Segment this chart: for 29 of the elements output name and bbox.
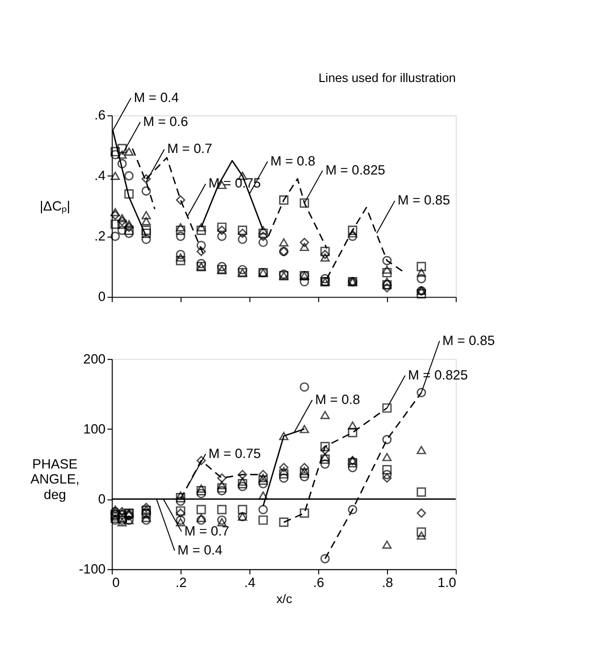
x-tick-label: .6 [313,574,324,590]
y-tick-label: 0 [98,289,106,304]
y-axis-title: PHASE ANGLE, deg [30,456,80,502]
y-tick-label: .6 [94,108,106,123]
x-tick-label: .4 [244,574,256,590]
y-tick-label: 0 [98,491,106,506]
y-axis-title: |ΔCₚ| [40,198,70,214]
x-tick-label: 0 [112,574,120,590]
annotation: M = 0.8 [270,153,316,168]
y-tick-label: 200 [83,351,106,366]
annotation: M = 0.7 [184,523,230,538]
annotation: M = 0.4 [134,90,180,105]
x-tick-label: .8 [382,574,394,590]
y-tick-label: .4 [94,168,106,184]
annotation: M = 0.75 [208,446,261,461]
y-tick-label: 100 [83,421,106,436]
y-tick-label: -100 [78,561,106,576]
annotation: M = 0.6 [143,114,188,129]
annotation: M = 0.7 [167,141,212,156]
annotation: M = 0.85 [398,192,450,208]
annotation: M = 0.4 [178,542,224,558]
text: Lines used for illustration [318,70,456,85]
annotation: M = 0.825 [325,162,386,178]
x-tick-label: 1.0 [438,574,456,590]
x-tick-label: .2 [175,574,187,590]
annotation: M = 0.8 [315,392,360,407]
annotation: M = 0.85 [442,332,495,348]
x-axis-title: x/c [276,592,292,606]
y-tick-label: .2 [94,228,106,244]
